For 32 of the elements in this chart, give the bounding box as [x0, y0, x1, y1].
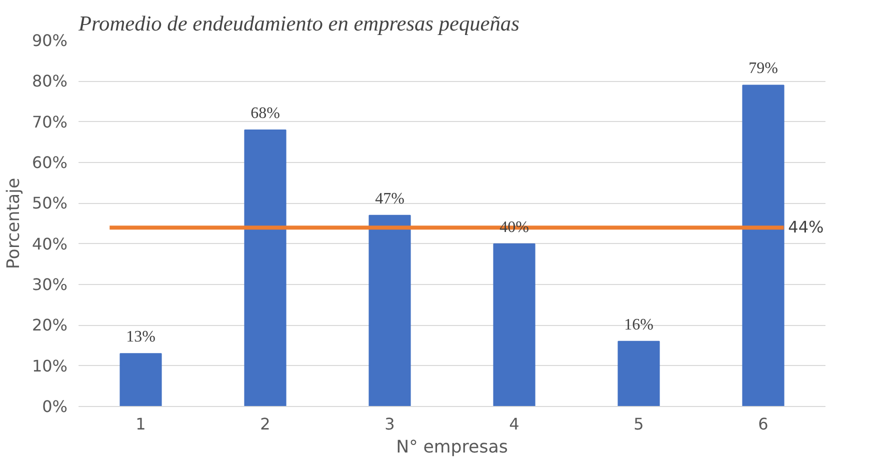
chart-title: Promedio de endeudamiento en empresas pequeñas [78, 12, 520, 36]
y-tick-label: 70% [32, 112, 68, 132]
y-axis-title: Porcentaje [4, 178, 24, 270]
data-label: 16% [624, 316, 654, 334]
data-label: 13% [126, 328, 156, 346]
y-tick-label: 90% [32, 31, 68, 50]
data-label: 40% [500, 218, 529, 236]
bar [742, 84, 784, 406]
data-label: 79% [748, 60, 778, 78]
y-tick-label: 20% [32, 316, 68, 335]
bar [244, 129, 286, 406]
y-tick-label: 60% [32, 153, 68, 172]
y-tick-label: 40% [32, 234, 68, 254]
y-tick-label: 0% [42, 397, 68, 416]
x-tick-label: 3 [384, 414, 395, 434]
x-tick-label: 2 [260, 414, 270, 434]
y-tick-label: 80% [32, 72, 68, 91]
x-tick-label: 6 [758, 414, 768, 434]
ref-line-label: 44% [788, 218, 824, 237]
x-tick-label: 4 [509, 414, 520, 434]
bar [120, 353, 162, 406]
bar [368, 214, 411, 406]
x-tick-label: 5 [634, 414, 644, 434]
x-axis-title: N° empresas [396, 438, 508, 458]
x-tick-label: 1 [136, 414, 146, 434]
data-label: 47% [375, 190, 404, 208]
y-tick-label: 30% [32, 275, 68, 294]
y-tick-label: 10% [32, 356, 68, 376]
y-tick-label: 50% [32, 194, 68, 213]
bar [493, 243, 536, 406]
data-label: 68% [250, 104, 280, 122]
bar [618, 340, 660, 406]
